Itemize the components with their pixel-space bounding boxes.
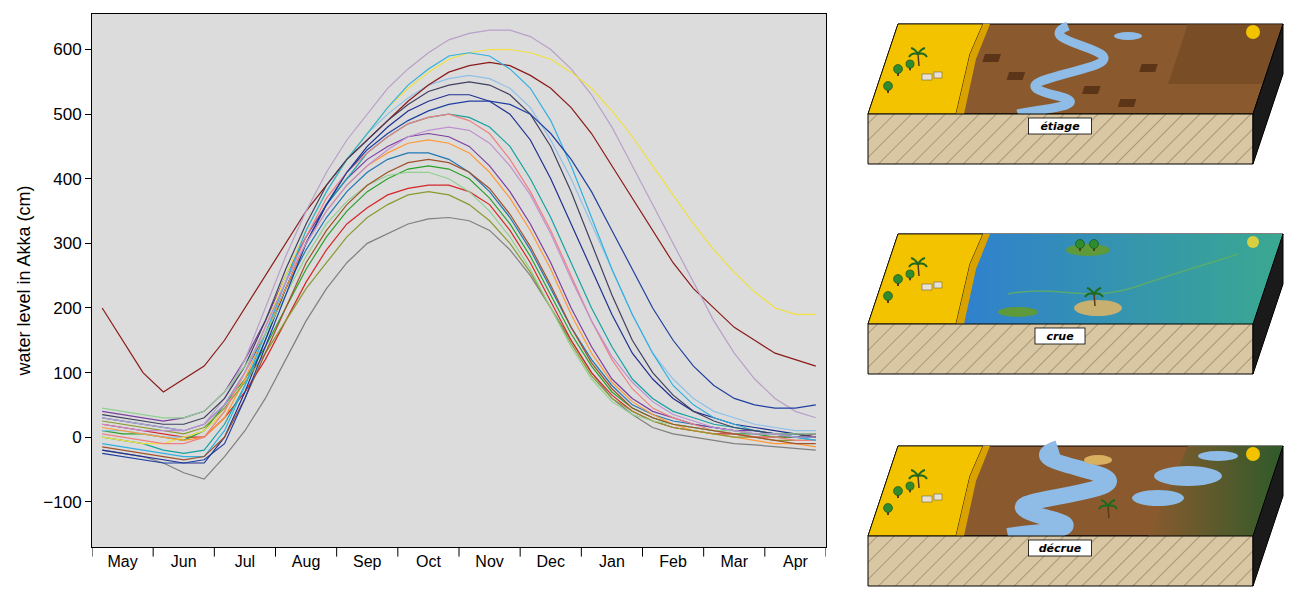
svg-text:water level in Akka (cm): water level in Akka (cm) <box>14 185 34 376</box>
svg-text:Mar: Mar <box>720 553 748 570</box>
svg-text:Jun: Jun <box>171 553 197 570</box>
svg-text:crue: crue <box>1046 330 1074 343</box>
svg-text:400: 400 <box>53 170 81 189</box>
svg-text:Feb: Feb <box>659 553 687 570</box>
svg-text:étiage: étiage <box>1040 120 1080 133</box>
svg-text:Oct: Oct <box>416 553 441 570</box>
svg-text:500: 500 <box>53 105 81 124</box>
svg-text:Jan: Jan <box>599 553 625 570</box>
svg-text:Apr: Apr <box>783 553 809 570</box>
svg-text:Aug: Aug <box>292 553 320 570</box>
svg-text:Sep: Sep <box>353 553 382 570</box>
svg-text:Jul: Jul <box>235 553 255 570</box>
svg-text:Nov: Nov <box>475 553 503 570</box>
svg-text:300: 300 <box>53 234 81 253</box>
svg-text:May: May <box>107 553 137 570</box>
svg-text:décrue: décrue <box>1039 542 1082 555</box>
svg-text:Dec: Dec <box>537 553 565 570</box>
svg-text:−100: −100 <box>43 493 81 512</box>
svg-text:600: 600 <box>53 40 81 59</box>
svg-text:100: 100 <box>53 364 81 383</box>
svg-text:200: 200 <box>53 299 81 318</box>
svg-text:0: 0 <box>72 428 81 447</box>
